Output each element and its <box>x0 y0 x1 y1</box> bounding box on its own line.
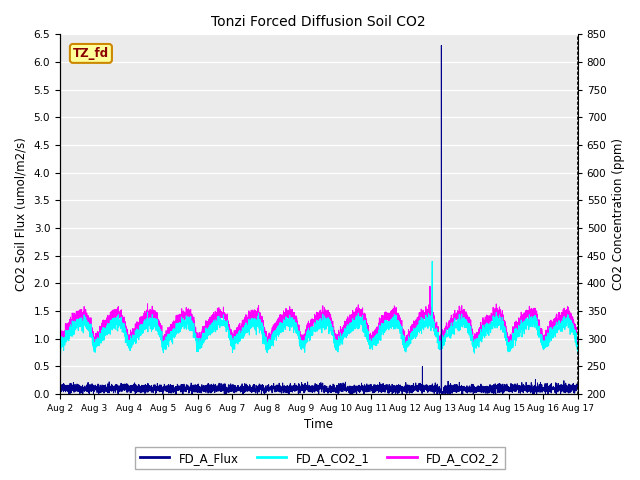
FD_A_CO2_2 <box>57 346 65 351</box>
FD_A_Flux <box>438 43 445 48</box>
FD_A_CO2_1 <box>574 345 582 351</box>
Line: FD_A_CO2_2: FD_A_CO2_2 <box>60 286 578 348</box>
FD_A_CO2_2 <box>573 341 581 347</box>
Y-axis label: CO2 Concentration (ppm): CO2 Concentration (ppm) <box>612 138 625 290</box>
FD_A_Flux <box>149 388 157 394</box>
FD_A_CO2_1 <box>435 342 443 348</box>
FD_A_Flux <box>300 382 307 388</box>
Text: TZ_fd: TZ_fd <box>73 47 109 60</box>
FD_A_CO2_1 <box>406 335 414 341</box>
FD_A_CO2_1 <box>56 348 64 354</box>
FD_A_Flux <box>573 382 581 387</box>
FD_A_CO2_2 <box>406 328 414 334</box>
FD_A_CO2_2 <box>464 314 472 320</box>
FD_A_Flux <box>406 384 414 389</box>
FD_A_Flux <box>85 391 93 397</box>
FD_A_Flux <box>435 384 442 390</box>
FD_A_CO2_2 <box>574 339 582 345</box>
FD_A_CO2_2 <box>149 311 157 316</box>
Title: Tonzi Forced Diffusion Soil CO2: Tonzi Forced Diffusion Soil CO2 <box>211 15 426 29</box>
FD_A_CO2_1 <box>300 340 307 346</box>
FD_A_CO2_2 <box>435 336 443 342</box>
Legend: FD_A_Flux, FD_A_CO2_1, FD_A_CO2_2: FD_A_Flux, FD_A_CO2_1, FD_A_CO2_2 <box>135 447 505 469</box>
FD_A_Flux <box>574 384 582 390</box>
FD_A_CO2_2 <box>300 334 307 340</box>
FD_A_CO2_1 <box>464 321 472 326</box>
X-axis label: Time: Time <box>304 419 333 432</box>
FD_A_Flux <box>56 388 64 394</box>
FD_A_CO2_2 <box>426 283 434 289</box>
Line: FD_A_CO2_1: FD_A_CO2_1 <box>60 261 578 354</box>
Line: FD_A_Flux: FD_A_Flux <box>60 46 578 394</box>
FD_A_CO2_1 <box>149 319 157 324</box>
FD_A_CO2_2 <box>56 342 64 348</box>
FD_A_CO2_1 <box>57 351 65 357</box>
Y-axis label: CO2 Soil Flux (umol/m2/s): CO2 Soil Flux (umol/m2/s) <box>15 137 28 291</box>
FD_A_Flux <box>464 387 472 393</box>
FD_A_CO2_1 <box>573 347 581 352</box>
FD_A_CO2_1 <box>428 258 436 264</box>
